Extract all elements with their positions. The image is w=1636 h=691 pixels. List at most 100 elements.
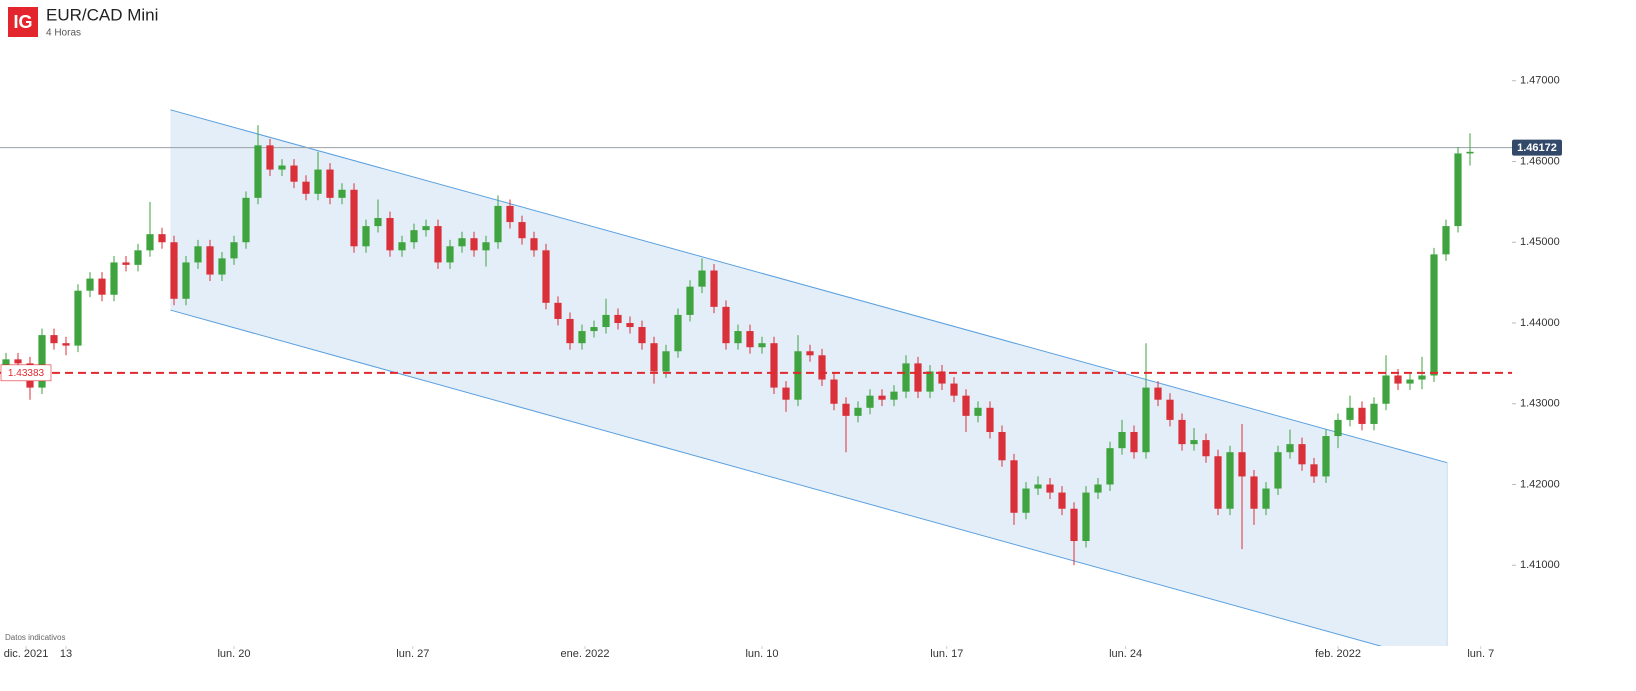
candle-body bbox=[482, 242, 490, 251]
candle-body bbox=[1262, 488, 1270, 509]
candle-body bbox=[566, 318, 574, 344]
candle-body bbox=[746, 331, 754, 348]
candle-body bbox=[842, 403, 850, 416]
candle-body bbox=[950, 383, 958, 396]
candle-body bbox=[1130, 432, 1138, 453]
current-price-label: 1.46172 bbox=[1517, 142, 1557, 154]
candle-body bbox=[890, 391, 898, 400]
candle-body bbox=[194, 246, 202, 263]
reference-label: 1.43383 bbox=[8, 368, 45, 379]
candle-body bbox=[1010, 460, 1018, 513]
candle-body bbox=[110, 262, 118, 295]
candle-body bbox=[878, 395, 886, 400]
x-tick-label: ene. 2022 bbox=[561, 648, 610, 660]
candle-body bbox=[38, 335, 46, 388]
candle-body bbox=[1442, 226, 1450, 255]
candle-body bbox=[650, 343, 658, 372]
candle-body bbox=[902, 363, 910, 392]
candle-body bbox=[626, 323, 634, 328]
x-tick-label: lun. 7 bbox=[1467, 648, 1494, 660]
candle-body bbox=[1202, 440, 1210, 457]
candle-body bbox=[1310, 464, 1318, 477]
candle-body bbox=[218, 258, 226, 275]
candle-body bbox=[14, 359, 22, 364]
candle-body bbox=[914, 363, 922, 392]
candle-body bbox=[422, 226, 430, 231]
candle-body bbox=[1334, 419, 1342, 437]
candle-body bbox=[1214, 456, 1222, 509]
candle-body bbox=[50, 335, 58, 344]
candle-body bbox=[530, 238, 538, 251]
candle-body bbox=[1070, 508, 1078, 542]
channel-lower bbox=[170, 309, 1383, 646]
y-tick-label: 1.44000 bbox=[1520, 317, 1560, 329]
candle-body bbox=[338, 189, 346, 198]
x-tick-label: lun. 20 bbox=[217, 648, 250, 660]
candle-body bbox=[1370, 403, 1378, 424]
candle-body bbox=[1250, 476, 1258, 509]
candle-body bbox=[1142, 387, 1150, 453]
candle-body bbox=[986, 407, 994, 433]
candle-body bbox=[1274, 452, 1282, 489]
candle-body bbox=[398, 242, 406, 251]
candle-body bbox=[1346, 407, 1354, 420]
candle-body bbox=[362, 226, 370, 247]
candle-body bbox=[710, 270, 718, 307]
candle-body bbox=[1238, 452, 1246, 477]
candle-body bbox=[86, 278, 94, 291]
candle-body bbox=[698, 270, 706, 287]
candle-body bbox=[722, 306, 730, 344]
logo-box bbox=[8, 7, 38, 37]
candle-body bbox=[1154, 387, 1162, 400]
candle-body bbox=[254, 145, 262, 198]
note: Datos indicativos bbox=[5, 633, 65, 642]
candle-body bbox=[542, 250, 550, 303]
candle-body bbox=[1118, 432, 1126, 449]
candle-body bbox=[1394, 375, 1402, 384]
candle-body bbox=[1298, 444, 1306, 465]
candle-body bbox=[686, 286, 694, 315]
current-price-box bbox=[1512, 139, 1562, 156]
candle-body bbox=[1022, 488, 1030, 513]
candle-body bbox=[434, 226, 442, 263]
candle-body bbox=[122, 262, 130, 265]
candle-body bbox=[182, 262, 190, 299]
candle-body bbox=[446, 246, 454, 263]
candle-body bbox=[278, 165, 286, 170]
x-tick-label: lun. 24 bbox=[1109, 648, 1142, 660]
y-tick-label: 1.46000 bbox=[1520, 155, 1560, 167]
candle-body bbox=[458, 238, 466, 247]
x-tick-label: lun. 10 bbox=[745, 648, 778, 660]
candle-body bbox=[962, 395, 970, 416]
candle-body bbox=[818, 355, 826, 380]
candle-body bbox=[74, 290, 82, 346]
candle-body bbox=[1226, 452, 1234, 509]
candle-body bbox=[662, 351, 670, 372]
candle-body bbox=[206, 246, 214, 275]
candle-body bbox=[350, 189, 358, 247]
candle-body bbox=[170, 242, 178, 299]
candle-body bbox=[326, 169, 334, 198]
candle-body bbox=[98, 278, 106, 295]
candle-body bbox=[386, 218, 394, 251]
candle-body bbox=[1082, 492, 1090, 542]
candle-body bbox=[734, 331, 742, 344]
x-tick-label: feb. 2022 bbox=[1315, 648, 1361, 660]
candle-body bbox=[1178, 419, 1186, 445]
candle-body bbox=[1382, 375, 1390, 404]
candle-body bbox=[602, 314, 610, 328]
candle-body bbox=[1430, 254, 1438, 376]
candle-body bbox=[758, 343, 766, 348]
y-tick-label: 1.41000 bbox=[1520, 559, 1560, 571]
candle-body bbox=[806, 351, 814, 356]
candle-body bbox=[470, 238, 478, 251]
candle-body bbox=[866, 395, 874, 408]
candle-body bbox=[230, 242, 238, 259]
candle-body bbox=[1046, 484, 1054, 493]
x-tick-label: 13 bbox=[60, 648, 72, 660]
chart-subtitle: 4 Horas bbox=[46, 28, 81, 39]
x-tick-label: lun. 17 bbox=[930, 648, 963, 660]
candle-body bbox=[1106, 448, 1114, 485]
candle-body bbox=[266, 145, 274, 170]
